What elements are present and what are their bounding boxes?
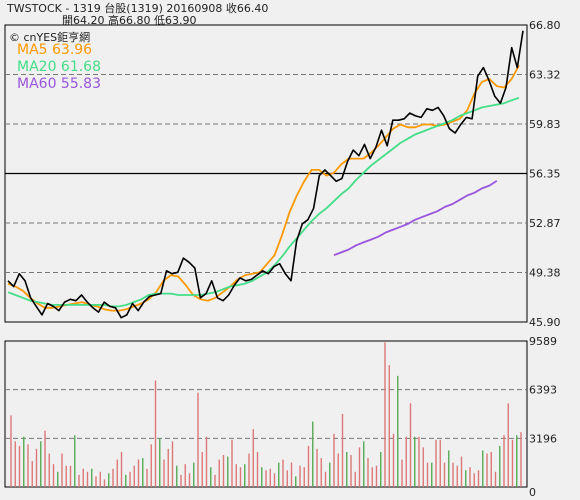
price-tick-label: 63.32 — [529, 68, 561, 81]
legend-ma60: MA60 55.83 — [17, 76, 101, 92]
series-ma60 — [333, 180, 498, 257]
watermark: © cnYES鉅亨網 — [9, 31, 91, 44]
volume-grid — [5, 389, 527, 439]
price-tick-label: 49.38 — [529, 267, 561, 280]
price-axis: 66.80 63.32 59.83 56.35 52.87 49.38 45.90 — [529, 19, 561, 329]
legend-ma5: MA5 63.96 — [17, 42, 93, 58]
series-ma20 — [7, 96, 520, 308]
header-line-2: 開64.20 高66.80 低63.90 — [62, 14, 197, 27]
price-tick-label: 52.87 — [529, 217, 561, 230]
volume-tick-label: 0 — [529, 486, 536, 499]
price-tick-label: 59.83 — [529, 118, 561, 131]
price-series — [7, 30, 524, 319]
price-tick-label: 45.90 — [529, 316, 561, 329]
volume-tick-label: 9589 — [529, 335, 557, 348]
price-tick-label: 66.80 — [529, 19, 561, 32]
volume-tick-label: 6393 — [529, 384, 557, 397]
price-tick-label: 56.35 — [529, 168, 561, 181]
price-grid — [5, 73, 527, 274]
volume-tick-label: 3196 — [529, 432, 557, 445]
header-line-1: TWSTOCK - 1319 台股(1319) 20160908 收66.40 — [7, 2, 269, 15]
volume-axis: 9589 6393 3196 0 — [529, 335, 557, 499]
legend-ma20: MA20 61.68 — [17, 59, 101, 75]
series-price — [7, 30, 524, 319]
volume-bars — [10, 342, 522, 487]
